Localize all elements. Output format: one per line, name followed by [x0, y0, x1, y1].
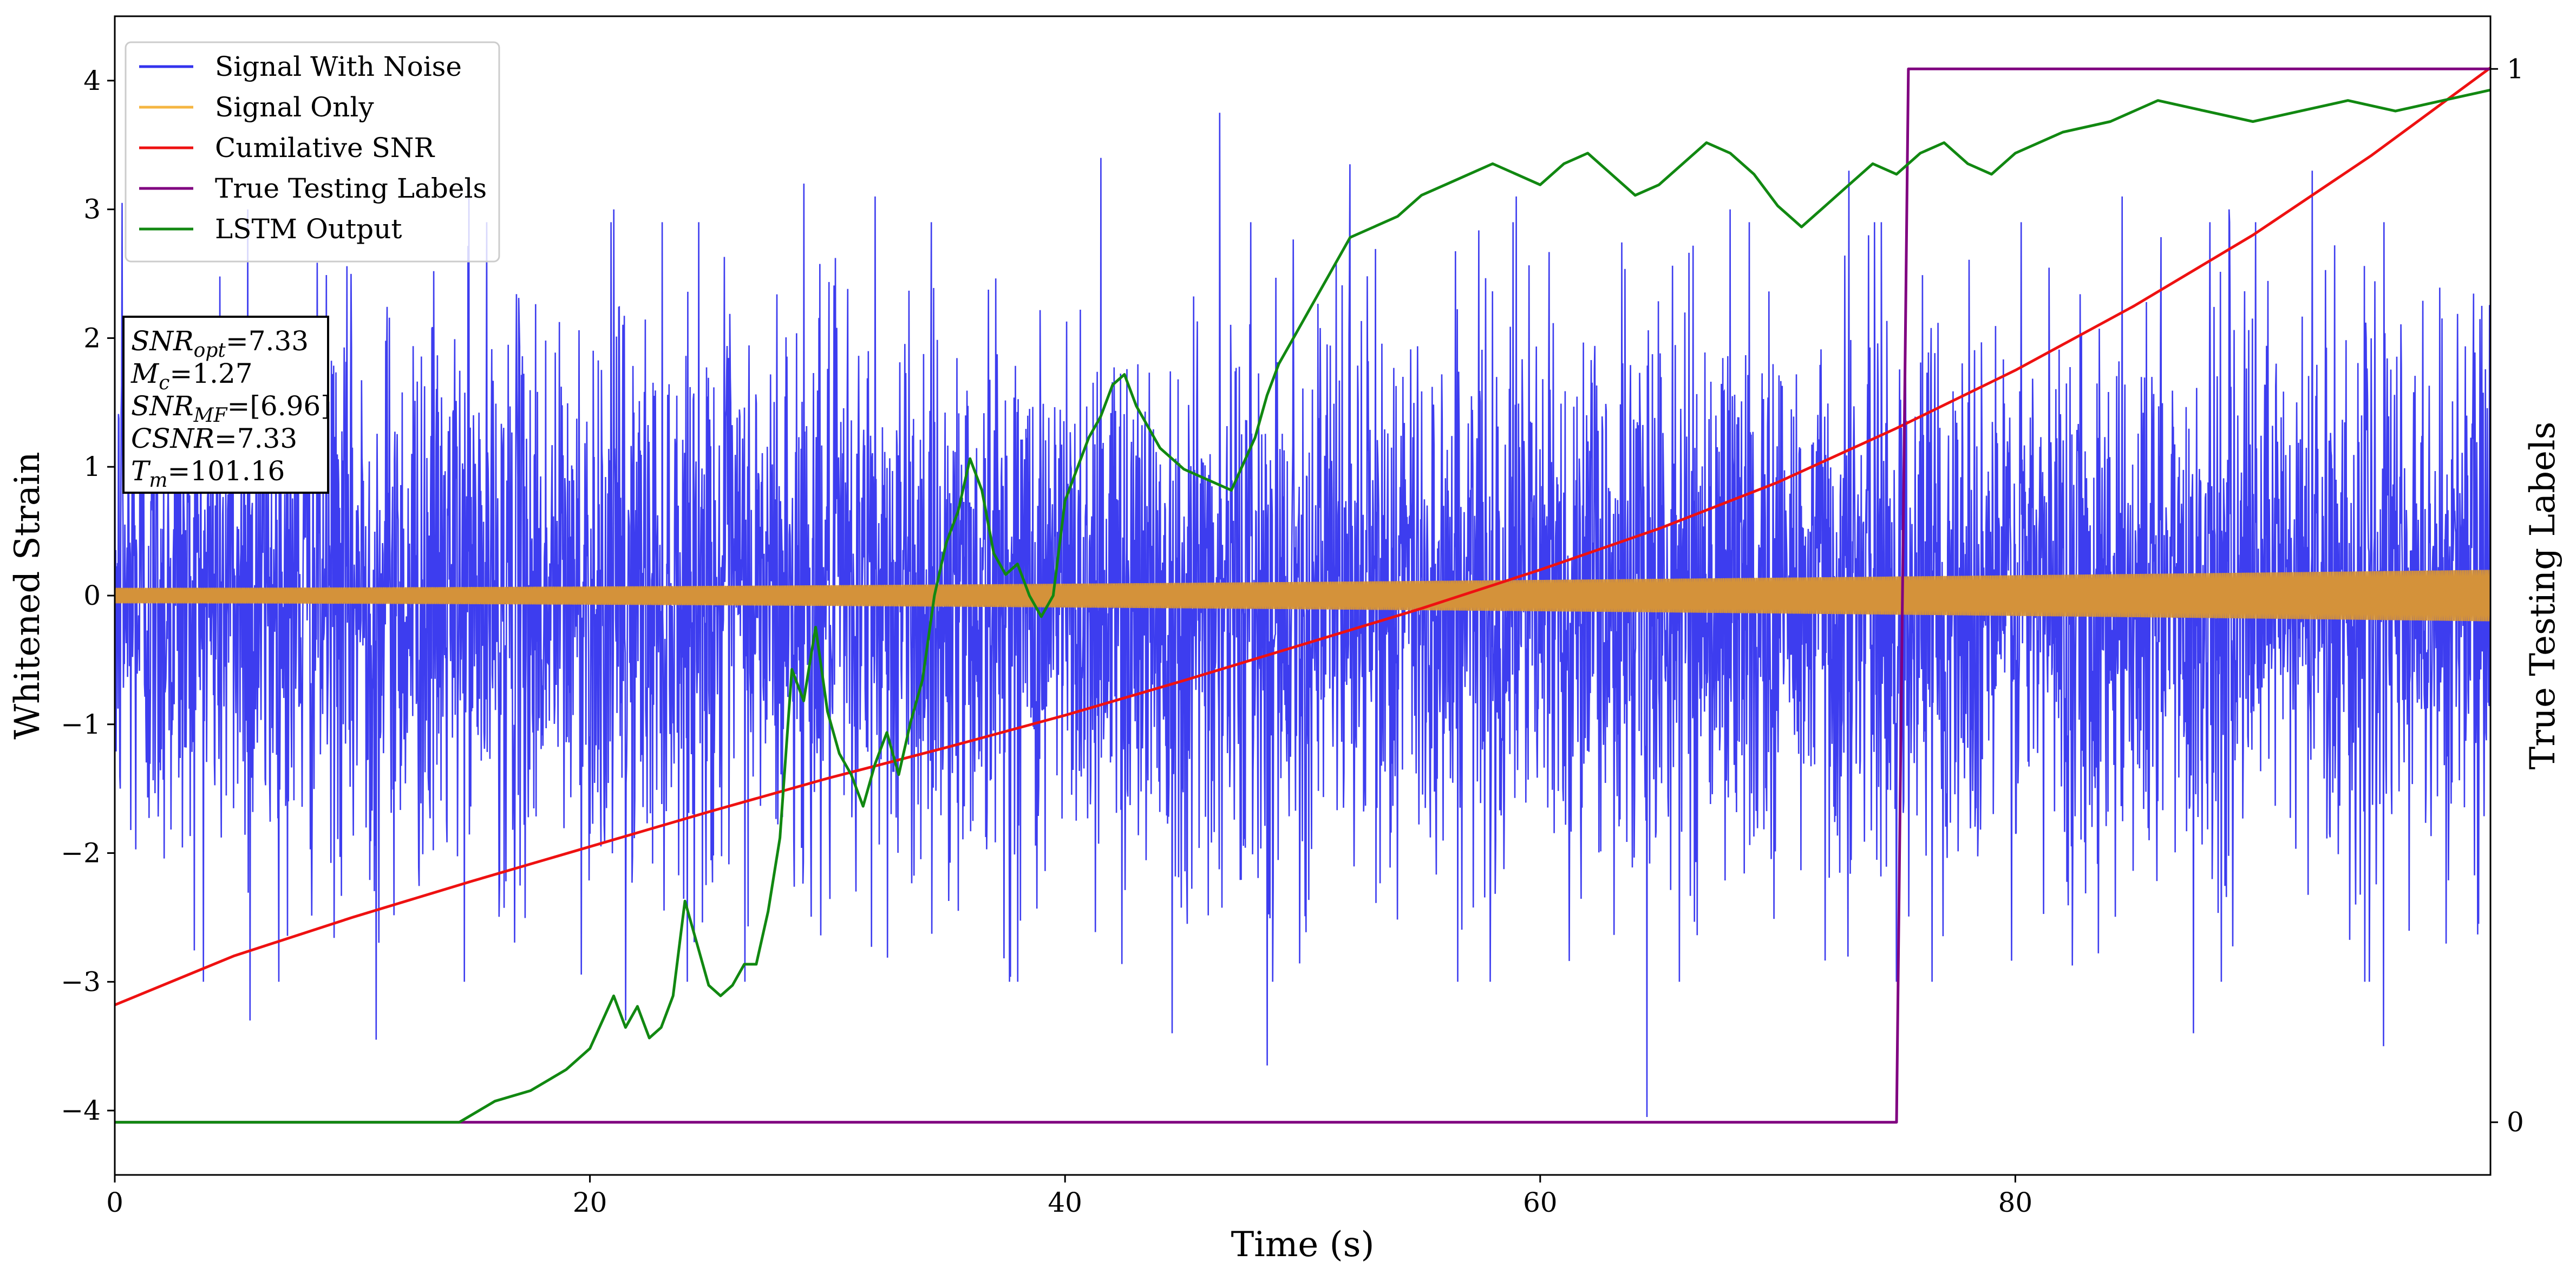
x-axis-title: Time (s) — [1231, 1225, 1375, 1265]
legend-entry-label: Cumilative SNR — [215, 132, 435, 164]
y-tick-label: 4 — [83, 65, 101, 96]
x-tick-label: 20 — [573, 1187, 607, 1218]
legend-entry-label: LSTM Output — [215, 213, 402, 245]
series-true-testing-labels — [115, 67, 2490, 1124]
y-tick-label: 0 — [83, 580, 101, 611]
series-signal-with-noise — [115, 113, 2490, 1118]
y-axis-right: 01 — [2490, 53, 2524, 1138]
y-tick-label: 3 — [83, 194, 101, 225]
series-layer — [115, 67, 2490, 1124]
info-box-line: SNRMF=[6.96] — [131, 390, 331, 427]
info-box-frame — [122, 316, 329, 494]
x-axis: 0 20 40 60 80 — [106, 1175, 2032, 1218]
series-cumilative-snr — [115, 67, 2490, 1007]
info-box-line: SNRopt=7.33 — [131, 325, 309, 362]
legend-entry-label: True Testing Labels — [215, 173, 487, 204]
y-axis-left: −4 −3 −2 −1 0 1 2 3 4 — [61, 65, 115, 1126]
info-box-line: Tm=101.16 — [131, 455, 285, 492]
series-lstm-output — [115, 88, 2490, 1124]
y-tick-label: −3 — [61, 966, 101, 997]
y-tick-label: 2 — [83, 322, 101, 354]
legend-entry-label: Signal With Noise — [215, 51, 462, 82]
x-tick-label: 40 — [1048, 1187, 1082, 1218]
info-box: SNRopt=7.33Mc=1.27SNRMF=[6.96]CSNR=7.33T… — [122, 316, 331, 494]
info-box-line: CSNR=7.33 — [131, 423, 297, 454]
y-tick-label: −1 — [61, 709, 101, 740]
y2-tick-label: 0 — [2507, 1107, 2524, 1138]
x-tick-label: 0 — [106, 1187, 123, 1218]
x-tick-label: 60 — [1523, 1187, 1558, 1218]
legend-frame — [125, 41, 500, 263]
y-axis-title: Whitened Strain — [8, 452, 48, 739]
y-tick-label: −2 — [61, 838, 101, 869]
y-tick-label: −4 — [61, 1095, 101, 1126]
info-box-line: Mc=1.27 — [130, 358, 253, 394]
y-tick-label: 1 — [83, 451, 101, 482]
y2-tick-label: 1 — [2507, 53, 2524, 84]
legend: Signal With Noise Signal Only Cumilative S… — [125, 41, 500, 263]
y2-axis-title: True Testing Labels — [2523, 422, 2563, 770]
x-tick-label: 80 — [1998, 1187, 2033, 1218]
series-signal-only — [115, 570, 2490, 622]
legend-entry-label: Signal Only — [215, 92, 374, 123]
